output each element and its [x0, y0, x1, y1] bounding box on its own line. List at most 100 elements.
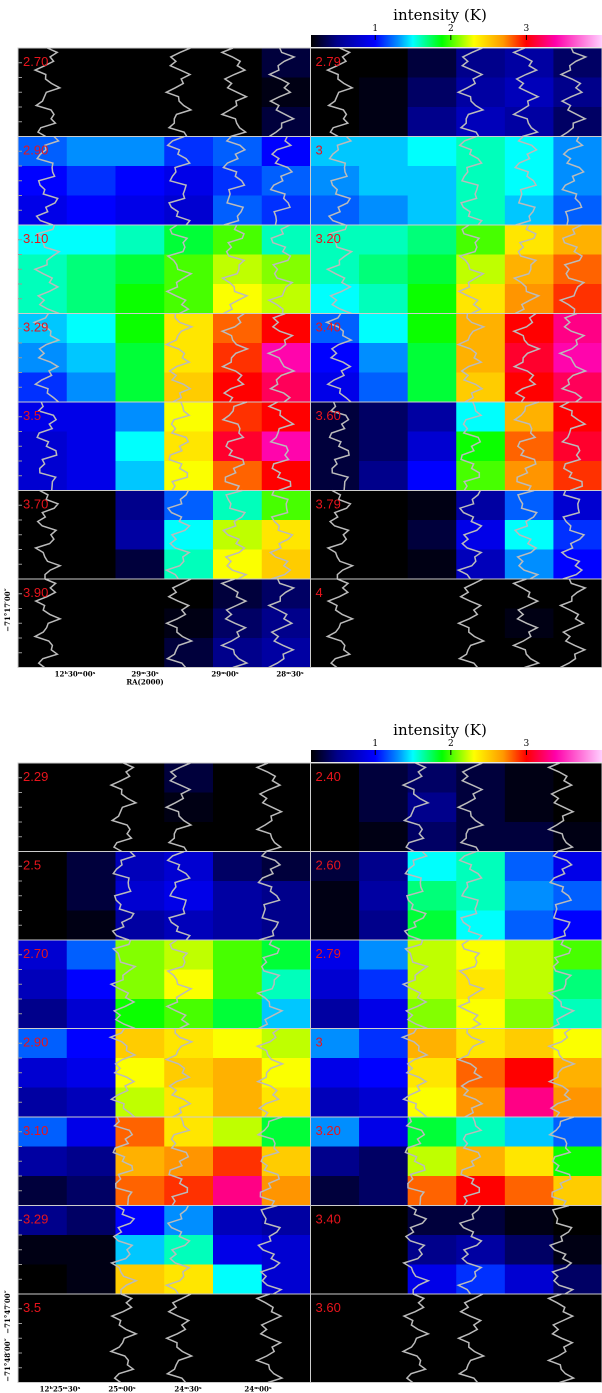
pixel [407, 48, 457, 78]
pixel [407, 77, 457, 108]
pixel [359, 1264, 409, 1295]
channel-panel: 3.90 [17, 578, 311, 669]
x-axis-label: RA(2000) [126, 678, 163, 687]
pixel [213, 1146, 263, 1177]
pixel [213, 1028, 263, 1059]
pixel [164, 225, 214, 255]
pixel [66, 763, 116, 793]
pixel [407, 372, 457, 403]
pixel [115, 284, 165, 314]
pixel [115, 195, 165, 226]
pixel [310, 1264, 360, 1295]
contour [220, 224, 249, 315]
pixel [504, 166, 554, 196]
pixel [18, 549, 68, 580]
pixel [66, 402, 116, 432]
contour [219, 578, 249, 669]
pixel [359, 1028, 409, 1059]
channel-panel: 2.29 [17, 762, 311, 853]
pixel [261, 284, 311, 314]
pixel [66, 77, 116, 108]
pixel [66, 490, 116, 521]
channel-panel: 2.70 [17, 47, 311, 138]
pixel [261, 254, 311, 285]
pixel [213, 969, 263, 1000]
channel-label: 2.70 [23, 54, 48, 69]
pixel [359, 638, 409, 668]
pixel [456, 1146, 506, 1177]
pixel [359, 1117, 409, 1147]
channel-panel: 3.70 [17, 489, 311, 580]
contour [109, 1293, 139, 1384]
channel-label: 2.79 [316, 54, 341, 69]
pixel [504, 910, 554, 941]
channel-panel: 2.40 [310, 762, 602, 853]
pixel [261, 461, 311, 491]
pixel [504, 402, 554, 432]
pixel [213, 1264, 263, 1295]
pixel [213, 1353, 263, 1383]
pixel [553, 549, 602, 580]
contour [165, 224, 194, 315]
pixel [115, 940, 165, 970]
pixel [213, 136, 263, 167]
pixel [18, 490, 68, 521]
contour [460, 401, 483, 491]
pixel [456, 1176, 506, 1206]
contour [513, 489, 540, 580]
contour [267, 578, 296, 669]
pixel [359, 136, 409, 167]
pixel [213, 1294, 263, 1324]
pixel [115, 254, 165, 285]
pixel [359, 1353, 409, 1383]
pixel [504, 431, 554, 462]
pixel [553, 851, 602, 882]
pixel [66, 1087, 116, 1118]
pixel [66, 107, 116, 137]
pixel [553, 1235, 602, 1265]
contour [255, 939, 284, 1030]
pixel [553, 822, 602, 852]
pixel [261, 1058, 311, 1088]
pixel [359, 313, 409, 344]
contour [513, 135, 538, 226]
pixel [553, 1117, 602, 1147]
contour [266, 312, 296, 403]
pixel [164, 1058, 214, 1088]
pixel [66, 1294, 116, 1324]
pixel [407, 822, 457, 852]
pixel [359, 166, 409, 196]
pixel [504, 1176, 554, 1206]
pixel [115, 77, 165, 108]
pixel [213, 372, 263, 403]
contour [456, 490, 483, 580]
pixel [407, 166, 457, 196]
contour [164, 578, 194, 668]
pixel [164, 107, 214, 137]
pixel [66, 254, 116, 285]
pixel [164, 77, 214, 108]
pixel [115, 1117, 165, 1147]
pixel [359, 431, 409, 462]
pixel [504, 1323, 554, 1354]
pixel [115, 763, 165, 793]
contour [456, 578, 486, 668]
contour [512, 401, 539, 491]
pixel [407, 1117, 457, 1147]
pixel [553, 166, 602, 196]
pixel [66, 225, 116, 255]
contour [33, 47, 62, 138]
pixel [66, 638, 116, 668]
pixel [456, 549, 506, 580]
contour [456, 47, 485, 137]
contour [548, 850, 573, 941]
contour [460, 1116, 483, 1206]
pixel [18, 1205, 68, 1236]
pixel [504, 881, 554, 911]
channel-label: 2.40 [316, 769, 341, 784]
channel-panel: 2.60 [310, 850, 602, 941]
contour [33, 578, 63, 669]
contour [458, 135, 483, 226]
pixel [164, 1146, 214, 1177]
pixel [213, 402, 263, 432]
